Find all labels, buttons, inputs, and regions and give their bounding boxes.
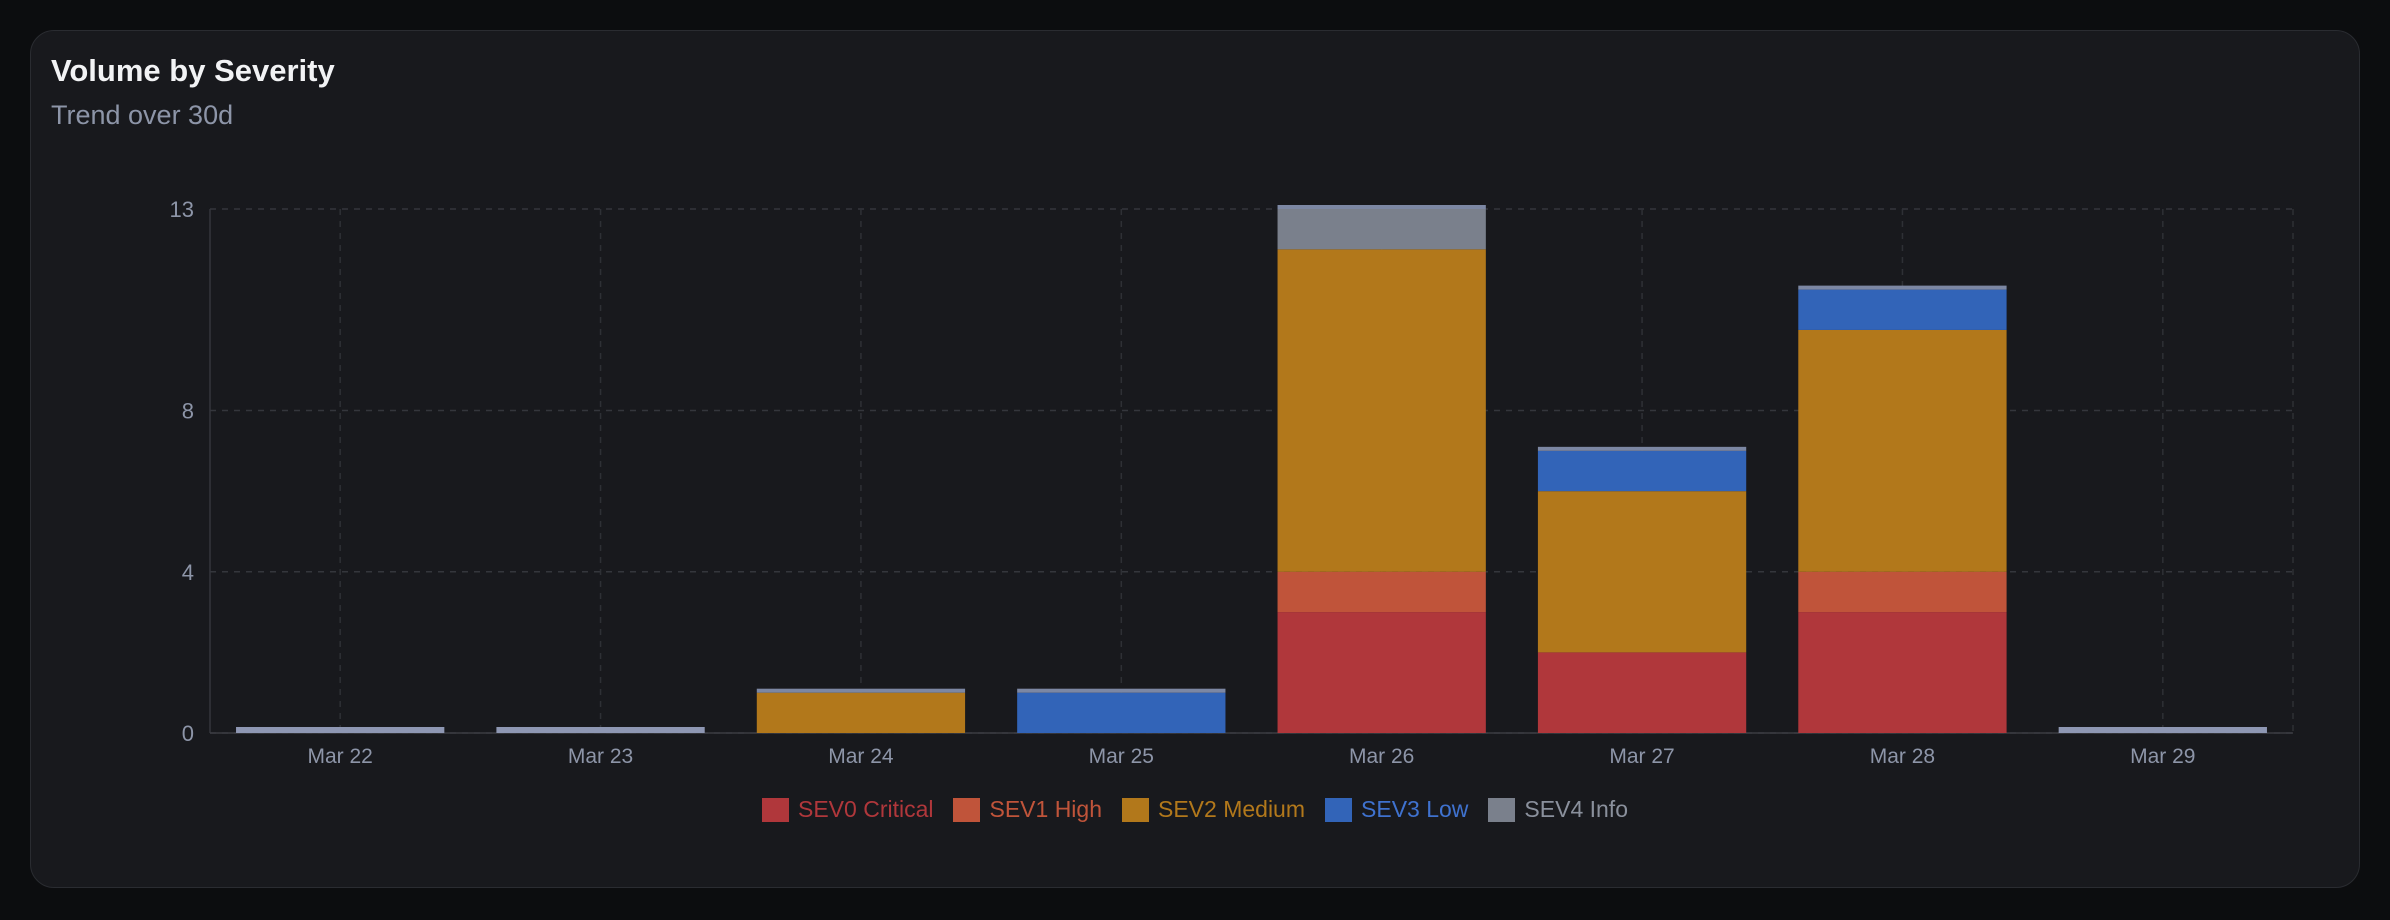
chart-subtitle: Trend over 30d	[51, 100, 234, 130]
legend-label: SEV2 Medium	[1158, 796, 1306, 822]
legend-label: SEV3 Low	[1361, 796, 1469, 822]
legend-label: SEV4 Info	[1524, 796, 1628, 822]
x-tick-label: Mar 25	[1089, 745, 1154, 768]
y-tick-label: 13	[170, 197, 194, 222]
bar-top-cap	[1277, 205, 1486, 209]
y-tick-label: 4	[182, 560, 194, 585]
bar-segment-sev1-high	[1798, 571, 2007, 613]
x-tick-label: Mar 22	[308, 745, 373, 768]
y-tick-label: 0	[182, 721, 194, 746]
x-tick-label: Mar 26	[1349, 745, 1414, 768]
bar-top-cap	[1537, 446, 1747, 451]
legend-item[interactable]: SEV4 Info	[1488, 796, 1628, 823]
legend-swatch	[1122, 797, 1149, 822]
bar-segment-sev0-critical	[1277, 612, 1486, 733]
chart-title: Volume by Severity	[51, 53, 335, 88]
bar-segment-sev2-medium	[756, 692, 966, 733]
legend-label: SEV1 High	[989, 796, 1102, 822]
bar-top-cap	[1798, 285, 2007, 290]
bar-segment-sev2-medium	[1537, 491, 1747, 653]
bar-top-cap	[756, 688, 966, 693]
legend-swatch	[762, 797, 789, 822]
empty-bar-marker	[236, 727, 445, 733]
x-tick-label: Mar 24	[828, 745, 894, 768]
bar-segment-sev3-low	[1798, 289, 2007, 330]
x-tick-label: Mar 29	[2130, 745, 2195, 768]
bar-segment-sev4-info	[1277, 209, 1486, 250]
legend: SEV0 Critical SEV1 High SEV2 Medium SEV3 Lo…	[0, 796, 2390, 823]
empty-bar-marker	[2058, 727, 2267, 733]
y-tick-label: 8	[182, 399, 194, 424]
x-tick-label: Mar 23	[568, 745, 633, 768]
bar-segment-sev2-medium	[1798, 329, 2007, 572]
legend-item[interactable]: SEV3 Low	[1325, 796, 1468, 823]
empty-bar-marker	[496, 727, 705, 733]
legend-swatch	[1488, 797, 1516, 822]
x-tick-label: Mar 27	[1609, 745, 1674, 768]
x-tick-label: Mar 28	[1870, 745, 1935, 768]
legend-item[interactable]: SEV0 Critical	[762, 796, 933, 823]
bar-segment-sev1-high	[1277, 571, 1486, 613]
legend-swatch	[953, 797, 981, 822]
legend-swatch	[1325, 797, 1353, 822]
bar-segment-sev0-critical	[1798, 612, 2007, 733]
bar-top-cap	[1017, 688, 1226, 693]
bar-segment-sev3-low	[1537, 450, 1747, 492]
bar-segment-sev2-medium	[1277, 249, 1486, 572]
legend-item[interactable]: SEV1 High	[953, 796, 1102, 823]
legend-label: SEV0 Critical	[798, 796, 934, 822]
legend-item[interactable]: SEV2 Medium	[1122, 796, 1305, 823]
bar-segment-sev3-low	[1017, 692, 1226, 733]
bar-segment-sev0-critical	[1537, 652, 1747, 733]
